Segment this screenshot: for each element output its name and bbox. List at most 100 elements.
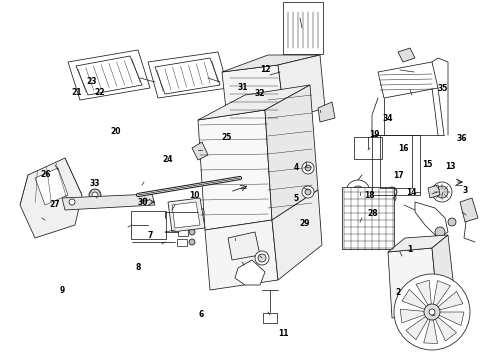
Text: 9: 9 <box>60 286 64 296</box>
Polygon shape <box>148 52 227 98</box>
Circle shape <box>143 198 147 202</box>
Polygon shape <box>62 194 155 210</box>
Text: 1: 1 <box>407 245 411 255</box>
Text: 20: 20 <box>110 127 121 136</box>
Polygon shape <box>433 281 450 306</box>
Circle shape <box>434 227 444 237</box>
Text: 4: 4 <box>293 163 298 172</box>
Bar <box>262 313 276 323</box>
Text: 27: 27 <box>49 200 60 209</box>
Text: 32: 32 <box>254 89 264 98</box>
Text: 31: 31 <box>237 83 247 92</box>
Polygon shape <box>277 55 324 120</box>
Polygon shape <box>167 198 205 232</box>
Circle shape <box>435 186 447 198</box>
Bar <box>341 187 393 249</box>
Text: 22: 22 <box>94 87 105 97</box>
Text: 3: 3 <box>462 186 467 196</box>
Text: 10: 10 <box>188 191 199 200</box>
Polygon shape <box>437 291 462 310</box>
Text: 36: 36 <box>455 134 466 143</box>
Bar <box>130 211 165 239</box>
Circle shape <box>387 194 395 202</box>
Circle shape <box>302 162 313 174</box>
Text: 15: 15 <box>422 160 432 170</box>
Polygon shape <box>423 320 437 343</box>
Polygon shape <box>435 317 455 341</box>
Polygon shape <box>197 110 272 230</box>
Polygon shape <box>192 142 208 160</box>
Circle shape <box>89 189 101 201</box>
Polygon shape <box>387 248 437 318</box>
Circle shape <box>196 208 204 216</box>
Circle shape <box>189 239 195 245</box>
Polygon shape <box>264 85 318 220</box>
Text: 5: 5 <box>293 193 298 203</box>
Circle shape <box>304 165 310 171</box>
Polygon shape <box>387 235 447 252</box>
Polygon shape <box>89 190 101 200</box>
Text: 17: 17 <box>393 171 403 180</box>
Polygon shape <box>399 309 424 323</box>
Circle shape <box>386 187 396 197</box>
Polygon shape <box>427 185 439 198</box>
Text: 19: 19 <box>368 130 379 140</box>
Bar <box>283 2 322 54</box>
Text: 12: 12 <box>260 65 271 74</box>
Text: 30: 30 <box>137 198 148 207</box>
Polygon shape <box>401 290 425 309</box>
Circle shape <box>447 218 455 226</box>
Text: 11: 11 <box>277 329 288 338</box>
Polygon shape <box>439 312 463 326</box>
Bar <box>353 137 381 159</box>
Text: 29: 29 <box>299 218 309 228</box>
Text: 28: 28 <box>366 209 377 218</box>
Text: 8: 8 <box>135 263 141 272</box>
Circle shape <box>351 186 363 198</box>
Text: 26: 26 <box>41 170 51 179</box>
Polygon shape <box>405 317 427 340</box>
Polygon shape <box>222 55 319 72</box>
Polygon shape <box>459 198 477 222</box>
Text: 2: 2 <box>394 288 399 297</box>
Text: 18: 18 <box>363 191 374 200</box>
Polygon shape <box>205 220 277 290</box>
Circle shape <box>189 229 195 235</box>
Bar <box>178 228 188 236</box>
Circle shape <box>428 309 434 315</box>
Polygon shape <box>222 65 285 128</box>
Polygon shape <box>76 56 142 95</box>
Polygon shape <box>235 260 264 285</box>
Circle shape <box>257 254 265 262</box>
Polygon shape <box>227 232 259 260</box>
Polygon shape <box>414 202 447 238</box>
Text: 34: 34 <box>382 114 393 123</box>
Polygon shape <box>197 85 309 120</box>
Circle shape <box>431 182 451 202</box>
Polygon shape <box>20 158 82 238</box>
Text: 6: 6 <box>198 310 203 319</box>
Text: 33: 33 <box>89 179 100 188</box>
Polygon shape <box>155 58 220 94</box>
Circle shape <box>393 274 469 350</box>
Polygon shape <box>172 202 199 228</box>
Text: 24: 24 <box>162 155 172 165</box>
Text: 13: 13 <box>444 161 454 171</box>
Text: 7: 7 <box>147 231 153 240</box>
Polygon shape <box>35 168 68 205</box>
Polygon shape <box>272 190 321 280</box>
Circle shape <box>304 189 310 195</box>
Polygon shape <box>431 235 454 312</box>
Circle shape <box>69 199 75 205</box>
Bar <box>177 238 187 246</box>
Polygon shape <box>415 280 430 305</box>
Circle shape <box>255 251 269 265</box>
Text: 23: 23 <box>86 77 96 86</box>
Text: 21: 21 <box>71 87 82 97</box>
Text: 35: 35 <box>436 84 447 93</box>
Polygon shape <box>318 102 334 122</box>
Circle shape <box>345 180 369 204</box>
Polygon shape <box>377 62 437 98</box>
Circle shape <box>92 192 98 198</box>
Circle shape <box>302 186 313 198</box>
